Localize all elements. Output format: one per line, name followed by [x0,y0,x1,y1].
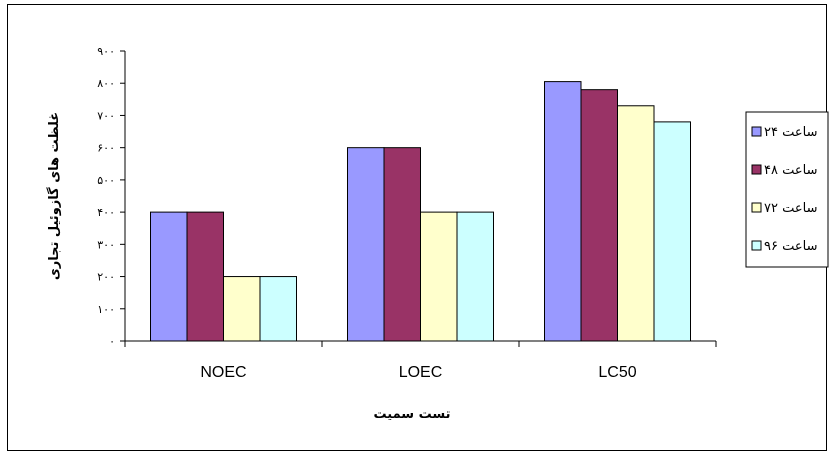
legend-label: ساعت ۷۲ [764,201,817,216]
bar [383,147,421,342]
legend-swatch [751,202,762,213]
bar [420,211,458,342]
x-category-label: NOEC [200,364,246,381]
x-axis-title: تست سمیت [374,407,451,422]
y-tick-label: ۳۰۰ [97,238,115,251]
x-category-label: LC50 [598,364,636,381]
bar [580,89,618,342]
bar [259,276,297,342]
y-tick-label: ۴۰۰ [97,206,115,219]
bar [456,211,494,342]
bar [544,81,582,342]
legend-label: ساعت ۴۸ [764,163,817,178]
x-axis: NOEC LOEC LC50 [124,340,717,381]
y-tick-label: ۲۰۰ [97,271,115,284]
y-tick-label: ۸۰۰ [97,77,115,90]
bar [617,105,655,342]
bar [347,147,385,342]
legend: ساعت ۲۴ ساعت ۴۸ ساعت ۷۲ ساعت ۹۶ [745,111,829,268]
y-tick-label: ۷۰۰ [97,109,115,122]
y-axis: ۰ ۱۰۰ ۲۰۰ ۳۰۰ ۴۰۰ ۵۰۰ ۶۰۰ ۷۰۰ ۸۰۰ ۹۰۰ [97,45,126,348]
y-tick-label: ۵۰۰ [97,174,115,187]
bar [653,121,691,342]
y-tick-label: ۱۰۰ [97,303,115,316]
y-tick-label: ۰ [109,335,115,348]
y-axis-title: غلظت های گازوئیل تجاری [46,112,62,280]
plot-area [150,81,691,342]
legend-swatch [751,240,762,251]
legend-label: ساعت ۲۴ [764,125,817,140]
legend-swatch [751,126,762,137]
x-category-label: LOEC [399,364,443,381]
legend-swatch [751,164,762,175]
bar [223,276,261,342]
y-tick-label: ۶۰۰ [97,142,115,155]
y-tick-label: ۹۰۰ [97,45,115,58]
bar [186,211,224,342]
legend-label: ساعت ۹۶ [764,239,817,254]
bar [150,211,188,342]
